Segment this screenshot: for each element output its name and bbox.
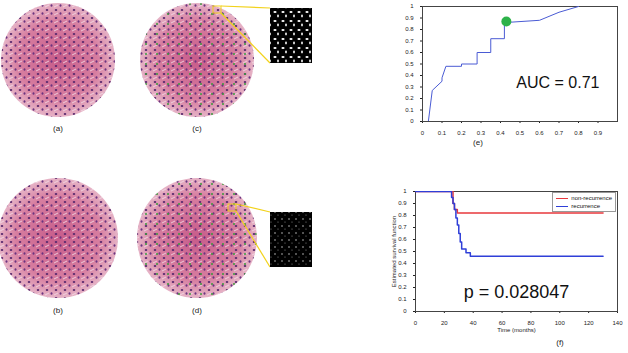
svg-text:140: 140 [612, 320, 623, 326]
svg-text:0: 0 [414, 320, 418, 326]
svg-text:1: 1 [410, 3, 414, 9]
html-text:recurrence: recurrence [571, 203, 600, 209]
svg-text:20: 20 [441, 320, 448, 326]
svg-text:p = 0.028047: p = 0.028047 [464, 282, 570, 302]
svg-text:0.7: 0.7 [555, 130, 564, 135]
svg-text:120: 120 [584, 320, 595, 326]
svg-text:40: 40 [470, 320, 477, 326]
svg-text:0.1: 0.1 [405, 107, 414, 113]
svg-text:0.5: 0.5 [405, 61, 414, 67]
svg-text:0.1: 0.1 [438, 130, 447, 135]
svg-text:0.3: 0.3 [477, 130, 486, 135]
svg-text:0: 0 [410, 118, 414, 124]
html-text:(b): (b) [53, 306, 63, 315]
svg-text:1: 1 [403, 188, 407, 194]
svg-text:0.2: 0.2 [457, 130, 466, 135]
svg-text:Estimated survival function: Estimated survival function [391, 216, 397, 287]
svg-text:0.2: 0.2 [405, 95, 414, 101]
svg-text:0.8: 0.8 [405, 26, 414, 32]
svg-text:0.8: 0.8 [574, 130, 583, 135]
svg-text:0.5: 0.5 [398, 248, 407, 254]
svg-text:0.4: 0.4 [405, 72, 414, 78]
svg-text:0.6: 0.6 [405, 49, 414, 55]
svg-text:0.1: 0.1 [398, 296, 407, 302]
svg-text:0.9: 0.9 [594, 130, 603, 135]
svg-text:Time (months): Time (months) [497, 327, 535, 333]
html-text:(d): (d) [192, 306, 202, 315]
svg-text:0: 0 [403, 308, 407, 314]
svg-text:0.7: 0.7 [405, 38, 414, 44]
html-text:(f): (f) [556, 338, 564, 347]
html-text:non-recurrence: non-recurrence [571, 195, 612, 201]
svg-text:0.3: 0.3 [398, 272, 407, 278]
svg-text:0.9: 0.9 [405, 15, 414, 21]
svg-text:0: 0 [421, 130, 425, 135]
svg-text:100: 100 [555, 320, 566, 326]
svg-text:80: 80 [528, 320, 535, 326]
html-text:(e): (e) [473, 138, 483, 147]
svg-text:AUC = 0.71: AUC = 0.71 [516, 74, 599, 91]
svg-text:0.6: 0.6 [535, 130, 544, 135]
svg-text:0.9: 0.9 [398, 200, 407, 206]
svg-text:0.4: 0.4 [496, 130, 505, 135]
svg-text:60: 60 [499, 320, 506, 326]
svg-text:0.3: 0.3 [405, 84, 414, 90]
svg-text:0.7: 0.7 [398, 224, 407, 230]
svg-text:0.5: 0.5 [516, 130, 525, 135]
svg-text:0.6: 0.6 [398, 236, 407, 242]
html-text:(c): (c) [192, 124, 202, 133]
svg-text:0.2: 0.2 [398, 284, 407, 290]
svg-text:0.8: 0.8 [398, 212, 407, 218]
svg-text:0.4: 0.4 [398, 260, 407, 266]
html-text:(a): (a) [53, 124, 63, 133]
